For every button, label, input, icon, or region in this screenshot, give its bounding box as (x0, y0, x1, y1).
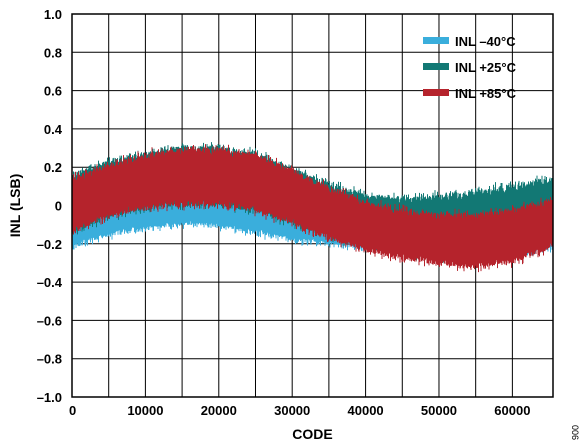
y-tick-label: –0.4 (37, 275, 63, 290)
figure-id: 006 (570, 425, 580, 440)
y-tick-label: 0.6 (44, 84, 62, 99)
y-tick-label: 1.0 (44, 7, 62, 22)
legend-swatch (423, 63, 449, 70)
legend-label: INL +25°C (455, 60, 517, 75)
x-tick-label: 10000 (127, 403, 163, 418)
y-tick-label: 0.2 (44, 160, 62, 175)
legend-label: INL +85°C (455, 86, 517, 101)
y-tick-label: –0.8 (37, 352, 62, 367)
x-tick-label: 30000 (274, 403, 310, 418)
legend-label: INL –40°C (455, 34, 516, 49)
y-tick-label: –0.6 (37, 313, 62, 328)
y-tick-label: –0.2 (37, 237, 62, 252)
y-tick-label: 0 (55, 199, 62, 214)
legend: INL –40°C INL +25°C INL +85°C (423, 34, 517, 101)
y-tick-label: 0.8 (44, 45, 62, 60)
y-axis-ticks: 1.0 0.8 0.6 0.4 0.2 0 –0.2 –0.4 –0.6 –0.8 –1.0 (37, 7, 63, 405)
legend-swatch (423, 89, 449, 96)
x-axis-title: CODE (292, 426, 332, 442)
legend-swatch (423, 37, 449, 44)
x-tick-label: 60000 (494, 403, 530, 418)
series-layer (71, 142, 554, 273)
y-tick-label: 0.4 (44, 122, 63, 137)
plot-frame (71, 13, 554, 398)
x-tick-label: 40000 (348, 403, 384, 418)
y-axis-title: INL (LSB) (7, 174, 23, 238)
x-tick-label: 20000 (201, 403, 237, 418)
y-tick-label: –1.0 (37, 390, 62, 405)
x-axis-ticks: 0 10000 20000 30000 40000 50000 60000 (69, 403, 530, 418)
x-tick-label: 50000 (421, 403, 457, 418)
x-tick-label: 0 (69, 403, 76, 418)
